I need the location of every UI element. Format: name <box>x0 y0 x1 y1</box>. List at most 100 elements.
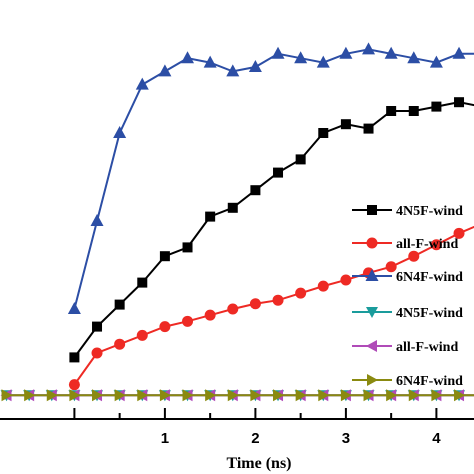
data-point <box>181 51 195 64</box>
data-point <box>407 51 421 64</box>
data-point <box>227 389 239 402</box>
data-point <box>340 389 352 402</box>
data-point <box>227 303 239 315</box>
legend-entry: 4N5F-wind <box>352 204 463 219</box>
series-layer <box>0 42 474 402</box>
legend-label: all-F-wind <box>396 340 458 355</box>
legend-label: 6N4F-wind <box>396 374 463 389</box>
legend-label: all-F-wind <box>396 237 458 252</box>
data-point <box>340 274 352 286</box>
data-point <box>454 389 466 402</box>
legend-entry: all-F-wind <box>352 340 458 355</box>
legend-label: 6N4F-wind <box>396 270 463 285</box>
data-point <box>159 251 170 262</box>
data-point <box>248 60 262 72</box>
data-point <box>339 46 353 59</box>
data-point <box>182 242 193 253</box>
legend-entry: all-F-wind <box>352 237 458 252</box>
data-point <box>205 389 217 402</box>
data-point <box>135 77 149 90</box>
data-point <box>408 389 420 402</box>
data-point <box>316 55 330 68</box>
data-point <box>294 51 308 64</box>
data-point <box>340 119 351 130</box>
data-point <box>69 389 81 402</box>
data-point <box>204 309 216 321</box>
legend-entry: 6N4F-wind <box>352 374 463 389</box>
data-point <box>273 389 285 402</box>
data-point <box>46 389 58 402</box>
data-point <box>362 42 376 55</box>
data-point <box>203 55 217 68</box>
data-point <box>250 185 261 196</box>
data-point <box>431 101 442 112</box>
data-point <box>429 55 443 68</box>
data-point <box>318 389 330 402</box>
legend-entry: 4N5F-wind <box>352 306 463 321</box>
x-tick-label: 1 <box>161 430 169 447</box>
legend-marker <box>367 205 377 215</box>
data-point <box>226 64 240 77</box>
legend-label: 4N5F-wind <box>396 204 463 219</box>
data-point <box>386 389 398 402</box>
data-point <box>271 46 285 59</box>
data-point <box>454 97 465 108</box>
data-point <box>386 106 397 116</box>
data-point <box>158 64 172 77</box>
series-6 <box>1 389 474 402</box>
data-point <box>272 294 284 306</box>
legend-marker <box>367 374 378 386</box>
data-point <box>182 315 194 327</box>
data-point <box>114 389 126 402</box>
data-point <box>295 389 307 402</box>
series-3 <box>67 42 474 314</box>
data-point <box>68 379 80 391</box>
data-point <box>384 46 398 59</box>
data-point <box>453 227 465 239</box>
data-point <box>408 106 419 116</box>
data-point <box>1 389 13 402</box>
data-point <box>227 202 238 213</box>
data-point <box>317 280 329 292</box>
data-point <box>430 239 442 251</box>
data-point <box>113 126 127 138</box>
x-ticks: 12345 <box>73 408 441 447</box>
legend-entry: 6N4F-wind <box>352 269 463 285</box>
data-point <box>182 389 194 402</box>
data-point <box>408 250 420 262</box>
legend-marker <box>366 237 378 249</box>
series-1 <box>69 97 474 363</box>
legend-label: 4N5F-wind <box>396 306 463 321</box>
legend-marker <box>366 307 378 318</box>
data-point <box>250 389 262 402</box>
data-point <box>114 299 125 310</box>
data-point <box>69 352 80 363</box>
data-point <box>114 338 126 350</box>
data-point <box>91 347 103 359</box>
data-point <box>159 321 171 333</box>
legend: 4N5F-wind all-F-wind 6N4F-wind 4N5F-wind all… <box>352 204 463 389</box>
data-point <box>249 298 261 310</box>
data-point <box>431 389 443 402</box>
data-point <box>90 214 104 226</box>
legend-marker <box>366 340 377 352</box>
data-point <box>24 389 36 402</box>
legend-marker <box>365 269 379 281</box>
data-point <box>67 302 81 314</box>
data-point <box>385 261 397 273</box>
data-point <box>92 389 104 402</box>
x-axis-title: Time (ns) <box>226 455 291 472</box>
data-point <box>295 287 307 299</box>
x-tick-label: 3 <box>342 430 350 447</box>
data-point <box>136 329 148 341</box>
data-point <box>137 389 149 402</box>
data-point <box>159 389 171 402</box>
data-point <box>137 277 148 288</box>
x-tick-label: 4 <box>432 430 441 447</box>
data-point <box>363 389 375 402</box>
data-point <box>205 211 216 222</box>
data-point <box>92 321 103 332</box>
data-point <box>363 123 374 134</box>
data-point <box>452 46 466 59</box>
